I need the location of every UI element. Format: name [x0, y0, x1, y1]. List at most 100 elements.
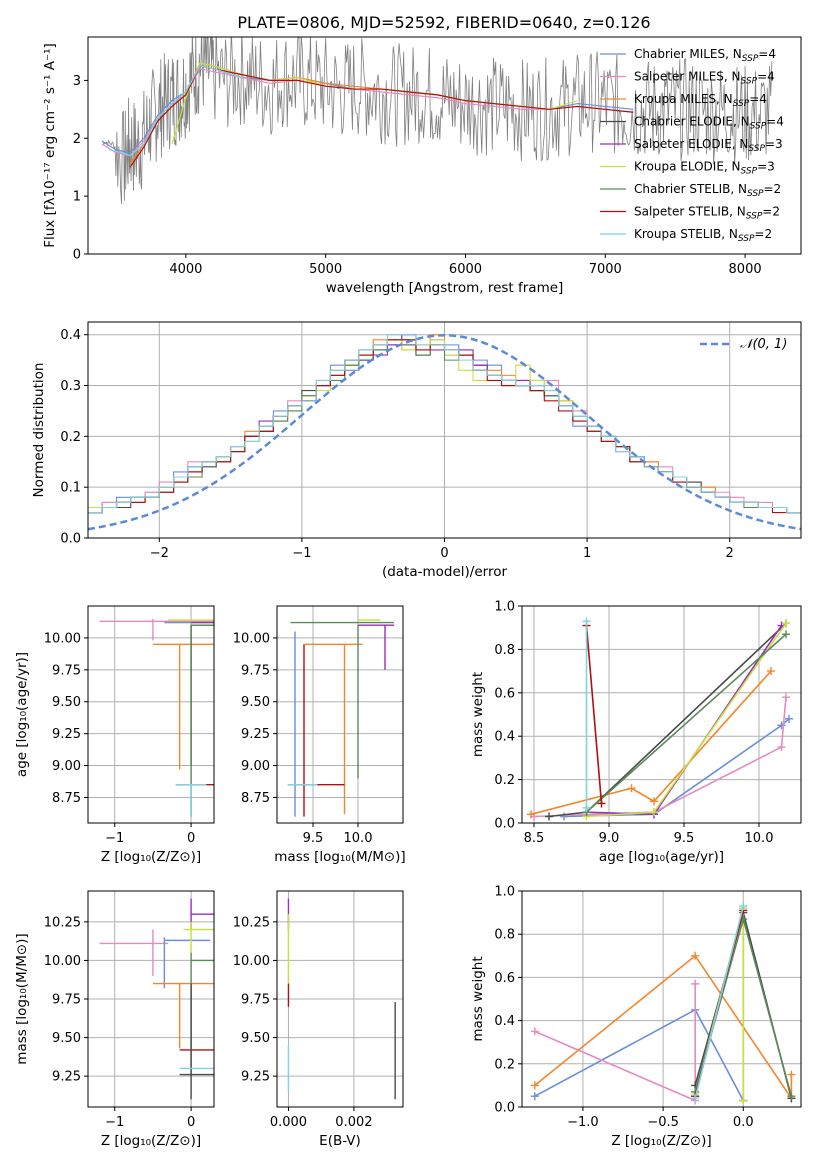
- mass-age-ytick-label: 9.50: [241, 695, 270, 710]
- weight-marker-chabrier_stelib: [787, 1092, 796, 1101]
- residuals-panel: −2 −1 0 1 2 0.0 0.1 0.2 0.3 0.4 (data-model)/error…: [31, 321, 802, 580]
- age-weight-xtick-label: 10.0: [745, 831, 774, 846]
- z-mass-xtick-label: −1: [105, 1115, 124, 1130]
- z-age-ytick-label: 10.00: [44, 631, 81, 646]
- histogram-kroupa_stelib: [88, 334, 801, 514]
- spectrum-plot-area: [101, 37, 773, 204]
- legend-label-main: Salpeter ELODIE, N: [634, 137, 748, 151]
- residuals-ytick-label: 0.3: [60, 379, 81, 394]
- mass-age-ytick-label: 10.00: [233, 631, 270, 646]
- mass-age-xtick-label: 9.5: [303, 831, 324, 846]
- ebv-mass-xtick-label: 0.000: [270, 1115, 307, 1130]
- legend-label-sub: SSP: [741, 167, 758, 177]
- residuals-xtick-label: −2: [150, 546, 169, 561]
- weight-marker-kroupa_miles: [627, 784, 636, 793]
- legend-label-tail: =2: [762, 205, 780, 219]
- z-age-xlabel: Z [log₁₀(Z/Z⊙)]: [101, 849, 201, 865]
- age-weight-xtick-label: 8.5: [524, 831, 545, 846]
- age-weight-ytick-label: 0.4: [494, 730, 515, 745]
- weight-marker-salpeter_miles: [777, 743, 786, 752]
- z-weight-ytick-label: 1.0: [494, 885, 515, 900]
- z-age-xtick-label: −1: [105, 831, 124, 846]
- age-weight-frame: [521, 605, 802, 824]
- legend-label-salpeter_miles: Salpeter MILES, NSSP=4: [634, 70, 775, 87]
- legend-label-tail: =2: [754, 227, 772, 241]
- z-age-ytick-label: 8.75: [52, 791, 81, 806]
- legend-label-sub: SSP: [748, 144, 765, 154]
- spectrum-ylabel: Flux [fλ10⁻¹⁷ erg cm⁻² s⁻¹ A⁻¹]: [42, 43, 58, 248]
- mass-age-ytick-label: 8.75: [241, 791, 270, 806]
- legend-label-chabrier_miles: Chabrier MILES, NSSP=4: [634, 47, 776, 64]
- weight-marker-kroupa_stelib: [691, 1094, 700, 1103]
- figure-title: PLATE=0806, MJD=52592, FIBERID=0640, z=0…: [237, 13, 650, 32]
- model-line-salpeter_stelib: [129, 65, 634, 168]
- residuals-ytick-label: 0.2: [60, 430, 81, 445]
- z-mass-ytick-label: 10.00: [44, 954, 81, 969]
- mass-age-xlabel: mass [log₁₀(M/M⊙)]: [274, 849, 405, 865]
- mass-age-ytick-label: 9.25: [241, 727, 270, 742]
- weight-marker-kroupa_miles: [650, 797, 658, 806]
- spectrum-frame: [87, 36, 802, 255]
- residuals-ytick-label: 0.0: [60, 532, 81, 547]
- weight-line-salpeter_miles: [533, 697, 787, 818]
- legend-label-main: Chabrier STELIB, N: [634, 182, 747, 196]
- weight-marker-salpeter_stelib: [597, 799, 606, 808]
- z-weight-ylabel: mass weight: [470, 956, 486, 1041]
- age-weight-ytick-label: 0.8: [494, 643, 515, 658]
- gaussian-legend-label: 𝒩(0, 1): [740, 337, 787, 352]
- ebv-mass-ytick-label: 9.50: [241, 1031, 270, 1046]
- residuals-xtick-label: 1: [583, 546, 591, 561]
- age-weight-ylabel: mass weight: [470, 672, 486, 757]
- weight-marker-kroupa_miles: [530, 1081, 539, 1090]
- spectrum-panel: 4000 5000 6000 7000 8000 0 1 2 3 wavelength [Angs…: [42, 36, 802, 296]
- legend-label-sub: SSP: [746, 212, 763, 222]
- age-weight-xlabel: age [log₁₀(age/yr)]: [599, 849, 724, 865]
- weight-marker-kroupa_stelib: [739, 902, 748, 911]
- legend-label-sub: SSP: [742, 54, 759, 64]
- residuals-legend: 𝒩(0, 1): [700, 337, 787, 352]
- spectrum-xlabel: wavelength [Angstrom, rest frame]: [326, 280, 564, 296]
- z-age-xtick-label: 0: [187, 831, 195, 846]
- z-weight-panel: −1.0 −0.5 0.0 0.0 0.2 0.4 0.6 0.8 1.0 Z [log₁₀(Z/…: [470, 885, 802, 1149]
- spectrum-ytick-label: 1: [73, 190, 81, 205]
- ebv-mass-ytick-label: 9.25: [241, 1070, 270, 1085]
- legend-label-salpeter_stelib: Salpeter STELIB, NSSP=2: [634, 205, 780, 222]
- age-weight-ytick-label: 0.6: [494, 686, 515, 701]
- legend-label-tail: =2: [764, 182, 782, 196]
- spectrum-ytick-label: 0: [73, 248, 81, 263]
- weight-marker-salpeter_miles: [691, 979, 700, 988]
- spectrum-ytick-label: 3: [73, 74, 81, 89]
- z-weight-xtick-label: −0.5: [647, 1115, 679, 1130]
- observed-spectrum-line: [101, 37, 773, 204]
- age-weight-ytick-label: 0.0: [494, 817, 515, 832]
- mass-age-panel: 9.5 10.0 8.75 9.00 9.25 9.50 9.75 10.00 mass [lo…: [233, 605, 406, 865]
- residuals-ytick-label: 0.4: [60, 328, 81, 343]
- ebv-mass-panel: 0.000 0.002 9.25 9.50 9.75 10.00 10.25 E(B-V): [233, 890, 404, 1149]
- weight-line-chabrier_elodie: [548, 622, 787, 818]
- gaussian-curve: [88, 333, 801, 531]
- weight-marker-kroupa_stelib: [582, 617, 591, 626]
- residuals-frame: [87, 321, 802, 539]
- z-age-ytick-label: 9.50: [52, 695, 81, 710]
- legend-label-main: Salpeter MILES, N: [634, 70, 741, 84]
- weight-line-chabrier_stelib: [585, 633, 787, 813]
- legend-label-main: Salpeter STELIB, N: [634, 205, 746, 219]
- spectrum-ytick-label: 2: [73, 132, 81, 147]
- age-weight-ytick-label: 1.0: [494, 600, 515, 615]
- z-mass-ytick-label: 9.75: [52, 993, 81, 1008]
- legend-label-main: Kroupa ELODIE, N: [634, 160, 741, 174]
- z-age-ytick-label: 9.00: [52, 759, 81, 774]
- weight-marker-kroupa_miles: [691, 951, 700, 960]
- residuals-plot-area: [88, 333, 801, 531]
- legend-label-sub: SSP: [738, 234, 755, 244]
- z-mass-ytick-label: 9.25: [52, 1070, 81, 1085]
- spectrum-xtick-label: 6000: [449, 262, 482, 277]
- legend-label-tail: =4: [757, 70, 775, 84]
- weight-marker-salpeter_miles: [530, 1027, 539, 1036]
- legend-label-sub: SSP: [733, 99, 750, 109]
- legend-label-main: Chabrier MILES, N: [634, 47, 742, 61]
- legend-label-sub: SSP: [741, 77, 758, 87]
- mass-age-ytick-label: 9.00: [241, 759, 270, 774]
